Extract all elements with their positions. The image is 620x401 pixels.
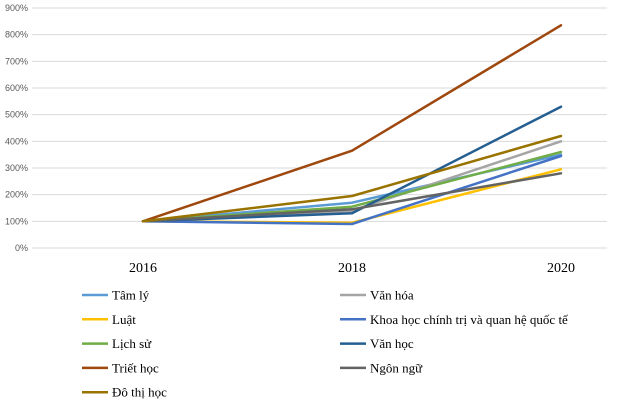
- legend-label: Ngôn ngữ: [370, 360, 423, 375]
- x-tick-label: 2020: [547, 261, 575, 276]
- legend-label: Văn học: [370, 336, 414, 351]
- y-tick-label: 700%: [5, 56, 28, 66]
- series-line: [141, 172, 563, 223]
- x-tick-label: 2016: [129, 261, 157, 276]
- y-tick-label: 900%: [5, 3, 28, 13]
- y-tick-label: 300%: [5, 163, 28, 173]
- x-axis-tick-labels: 2016 2018 2020: [129, 261, 575, 276]
- series-line: [141, 105, 563, 223]
- legend-label: Khoa học chính trị và quan hệ quốc tế: [370, 312, 569, 327]
- legend-label: Triết học: [112, 360, 159, 375]
- legend-label: Văn hóa: [370, 288, 414, 303]
- series-line: [141, 24, 563, 223]
- gridlines: [32, 7, 607, 249]
- y-tick-label: 400%: [5, 136, 28, 146]
- legend-label: Tâm lý: [112, 288, 150, 303]
- legend-label: Luật: [112, 312, 136, 327]
- y-tick-label: 800%: [5, 30, 28, 40]
- legend: Tâm lý Văn hóa Luật Khoa học chính trị và q…: [82, 288, 569, 400]
- series-lines: [141, 24, 563, 226]
- y-tick-label: 100%: [5, 216, 28, 226]
- y-tick-label: 0%: [15, 243, 28, 253]
- y-tick-label: 200%: [5, 190, 28, 200]
- y-tick-label: 500%: [5, 110, 28, 120]
- series-line: [141, 154, 563, 226]
- legend-label: Đô thị học: [112, 385, 167, 400]
- series-line: [141, 134, 563, 223]
- y-tick-label: 600%: [5, 83, 28, 93]
- x-tick-label: 2018: [338, 261, 366, 276]
- legend-label: Lịch sử: [112, 336, 152, 351]
- y-axis-tick-labels: 0% 100% 200% 300% 400% 500% 600% 700% 800% 900%: [5, 3, 28, 253]
